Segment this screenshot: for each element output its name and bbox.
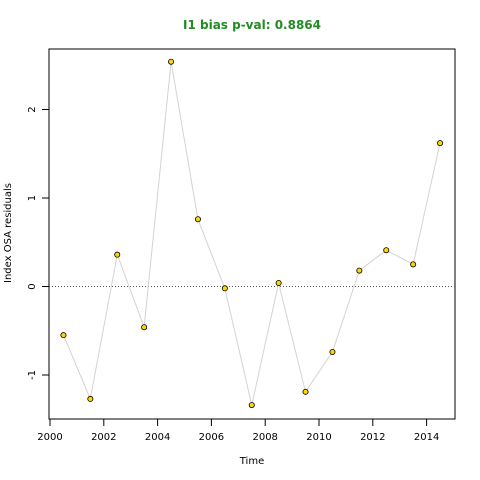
data-point <box>329 348 336 355</box>
x-tick-label: 2006 <box>199 432 224 443</box>
data-points <box>60 58 444 409</box>
data-point <box>60 332 67 339</box>
plot-frame <box>48 48 456 420</box>
y-tick-label: 1 <box>27 195 38 201</box>
y-tick-label: 2 <box>27 106 38 112</box>
data-point <box>302 388 309 395</box>
data-point <box>410 261 417 268</box>
x-tick-label: 2008 <box>252 432 277 443</box>
x-tick-label: 2000 <box>37 432 62 443</box>
y-tick-label: 0 <box>27 283 38 289</box>
y-axis: -1 0 1 2 <box>27 106 49 380</box>
series-line <box>63 61 441 406</box>
data-point <box>168 58 175 65</box>
data-point <box>194 216 201 223</box>
data-point <box>437 140 444 147</box>
x-tick-label: 2004 <box>145 432 170 443</box>
x-tick-label: 2014 <box>414 432 439 443</box>
data-point <box>87 395 94 402</box>
y-axis-title: Index OSA residuals <box>3 183 14 283</box>
x-tick-label: 2010 <box>306 432 331 443</box>
x-axis-title: Time <box>239 456 264 467</box>
y-tick-label: -1 <box>27 370 38 380</box>
x-tick-label: 2002 <box>91 432 116 443</box>
data-point <box>221 285 228 292</box>
data-point <box>383 247 390 254</box>
chart-title: I1 bias p-val: 0.8864 <box>183 18 321 32</box>
x-tick-label: 2012 <box>360 432 385 443</box>
data-point <box>141 324 148 331</box>
data-point <box>356 267 363 274</box>
data-point <box>248 402 255 409</box>
data-point <box>114 251 121 258</box>
x-axis: 2000 2002 2004 2006 2008 2010 2012 2014 <box>37 419 439 443</box>
data-point <box>275 279 282 286</box>
